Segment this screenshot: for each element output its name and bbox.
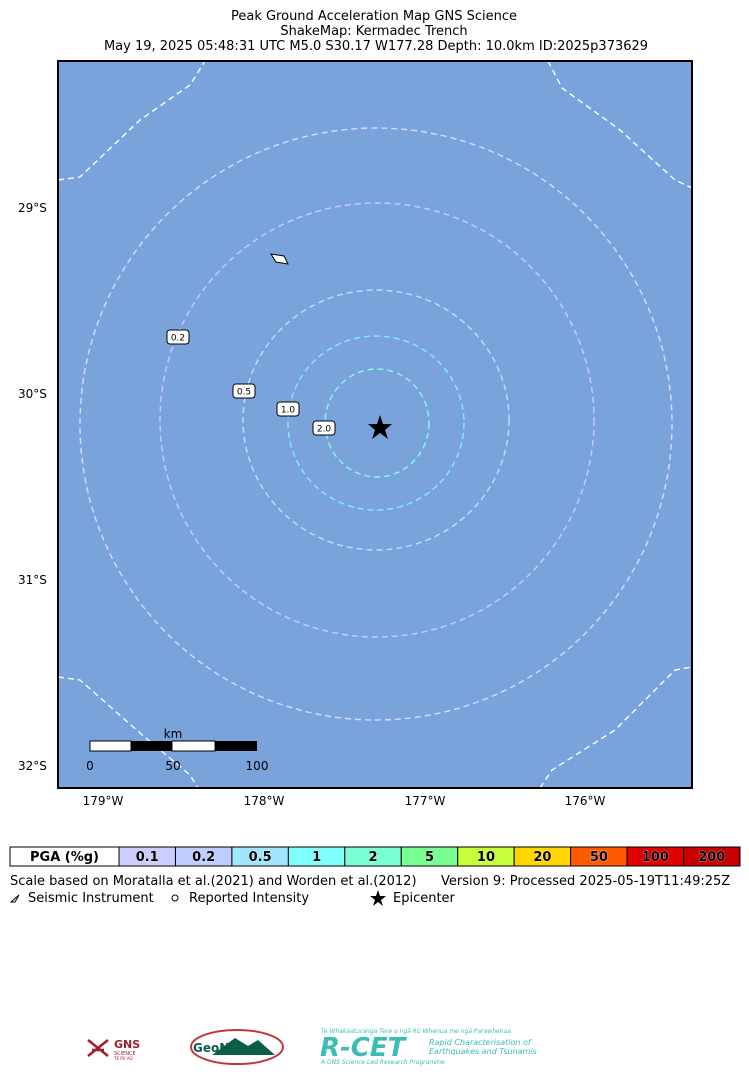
rcet-maori: Te Whakaaturanga Tere o ngā Rū Whenua me… [321,1028,511,1035]
scale-tick: 50 [165,759,180,773]
gns-logo-sub: SCIENCE [114,1051,136,1057]
contour [79,127,673,721]
contour [58,676,199,788]
symbol-label: Seismic Instrument [28,891,154,906]
legend-label: 1 [312,850,321,865]
event-info: May 19, 2025 05:48:31 UTC M5.0 S30.17 W1… [104,39,648,54]
contour [287,335,465,511]
legend-label: 100 [642,850,669,865]
lon-label: 178°W [244,794,285,808]
rcet-line: Earthquakes and Tsunamis [429,1047,537,1056]
rcet-footer: A GNS Science Led Research Programme [320,1059,445,1066]
version-note: Version 9: Processed 2025-05-19T11:49:25… [441,874,730,889]
subtitle: ShakeMap: Kermadec Trench [280,24,467,39]
lon-label: 179°W [83,794,124,808]
legend-label: 0.5 [249,850,272,865]
gns-icon [87,1039,109,1057]
gns-logo-maori: TE PŪ AO [113,1056,133,1061]
map-frame [57,60,693,789]
contour-label: 0.5 [237,388,251,398]
scale-segment [131,741,172,751]
scale-segment [171,740,216,752]
contour-label-box [312,420,336,436]
geonet-ring [190,1029,284,1065]
epicenter [368,415,392,439]
scale-tick: 100 [246,759,269,773]
legend-label: 50 [590,850,608,865]
contour [539,666,692,788]
rcet-line: Rapid Characterisation of [429,1038,532,1047]
lat-label: 30°S [18,387,47,401]
contour [324,368,430,478]
contour-label-box [276,401,300,417]
legend-label: 10 [477,850,495,865]
lon-label: 176°W [565,794,606,808]
triangle-icon [9,894,20,903]
island [269,253,289,265]
contour-label: 0.2 [171,334,185,344]
legend-label: 5 [425,850,434,865]
legend-label: 200 [698,850,725,865]
contour [58,61,206,181]
lat-label: 31°S [18,573,47,587]
star-icon [370,890,386,906]
contour-label-box [232,383,256,399]
contour [547,61,692,189]
legend-title: PGA (%g) [30,850,99,865]
rcet-logo: R-CET [320,1033,408,1063]
contour-label: 2.0 [317,425,332,435]
contours [58,61,692,788]
symbol-label: Reported Intensity [189,891,309,906]
geonet-logo: GeoNet [193,1041,243,1055]
geonet-mountain [212,1038,275,1055]
reference-note: Scale based on Moratalla et al.(2021) an… [10,874,417,889]
scale-unit: km [164,727,183,741]
lon-label: 177°W [405,794,446,808]
scale-segment [215,741,257,751]
legend-label: 2 [369,850,378,865]
lat-label: 32°S [18,759,47,773]
legend-cell [683,846,741,867]
circle-icon [171,894,179,902]
contour [242,289,510,551]
scale-segment [89,740,132,752]
gns-logo: GNS [114,1038,140,1051]
legend-label: 0.2 [192,850,215,865]
symbol-label: Epicenter [393,891,456,906]
lat-label: 29°S [18,201,47,215]
legend-label: 0.1 [136,850,159,865]
contour-label-box [166,329,190,345]
title: Peak Ground Acceleration Map GNS Science [231,9,517,24]
legend-label: 20 [533,850,551,865]
contour-label: 1.0 [281,406,296,416]
scale-tick: 0 [86,759,94,773]
contour [159,202,595,638]
